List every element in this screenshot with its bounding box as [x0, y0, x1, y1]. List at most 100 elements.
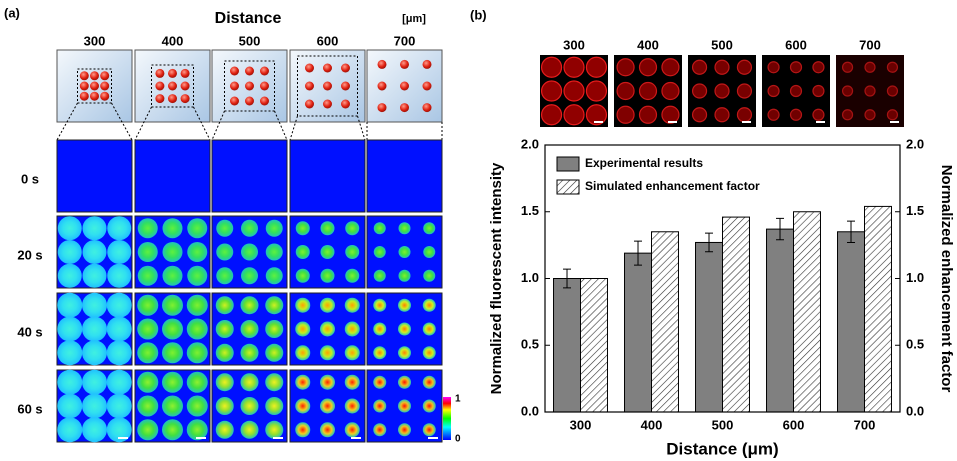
fluor-spot [767, 61, 780, 74]
dot [323, 81, 332, 91]
heat-spot [373, 246, 386, 258]
heat-spot [320, 245, 335, 259]
heat-spot [241, 267, 258, 285]
fluor-spot [691, 59, 708, 75]
dot [422, 81, 432, 91]
heat-spot [373, 423, 387, 437]
x-tick-label: 700 [854, 417, 876, 432]
y-tick-label: 0.5 [521, 337, 539, 352]
heat-spot [320, 374, 335, 390]
legend-label: Experimental results [585, 156, 703, 170]
heat-spot [106, 417, 132, 443]
heat-spot [82, 369, 107, 395]
heat-spot [186, 342, 208, 364]
column-label: 400 [637, 37, 659, 52]
heat-spot [422, 423, 436, 437]
y-tick-label: 2.0 [521, 136, 539, 151]
heat-spot [240, 343, 259, 362]
dot [230, 96, 239, 106]
heatmap [134, 139, 211, 213]
heat-spot [398, 423, 411, 437]
fluor-spot [638, 81, 658, 101]
y2-tick-label: 1.5 [906, 203, 924, 218]
dot [155, 81, 165, 91]
fluor-spot [789, 108, 803, 121]
heat-spot [186, 294, 208, 316]
heat-spot [344, 321, 360, 337]
heat-spot [162, 371, 183, 393]
x-axis-title: Distance (μm) [666, 439, 778, 458]
heat-spot [106, 292, 132, 318]
fluor-spot [886, 109, 899, 121]
fluor-spot [714, 107, 730, 123]
y2-tick-label: 0.5 [906, 337, 924, 352]
dot [305, 63, 314, 73]
dot [341, 99, 350, 109]
plot-frame [544, 144, 901, 413]
dot [245, 66, 254, 76]
dot [400, 103, 409, 113]
heat-spot [137, 395, 159, 417]
fluor-spot [886, 61, 899, 73]
bar [624, 252, 653, 413]
heat-spot [265, 219, 283, 237]
dot [79, 71, 89, 81]
heat-spot [265, 420, 284, 439]
heat-spot [82, 216, 107, 241]
dot [260, 81, 269, 91]
heat-spot [241, 219, 258, 237]
fluor-spot [812, 84, 825, 98]
heat-spot [186, 419, 208, 441]
heat-spot [345, 221, 360, 236]
heat-spot [423, 269, 436, 282]
column-label: 400 [162, 33, 184, 48]
heat-spot [162, 395, 183, 417]
bar [651, 231, 679, 413]
heat-spot [344, 398, 360, 414]
x-tick-label: 600 [783, 417, 805, 432]
dot [260, 96, 269, 106]
row-label: 60 s [17, 401, 42, 416]
fluor-spot [841, 85, 854, 97]
fluor-spot [585, 56, 608, 78]
heat-spot [320, 422, 335, 438]
fluor-spot [661, 81, 680, 101]
heat-spot [373, 269, 386, 282]
heat-spot [187, 242, 208, 262]
heat-spot [82, 393, 107, 419]
dot [422, 103, 432, 113]
x-tick-label: 300 [570, 417, 592, 432]
heat-spot [398, 322, 411, 336]
dot [422, 59, 432, 69]
heat-spot [240, 296, 259, 315]
fluor-spot [841, 61, 854, 73]
heat-spot [215, 296, 234, 315]
heat-spot [320, 321, 335, 337]
heat-spot [57, 292, 83, 318]
column-label: 600 [785, 37, 807, 52]
heat-spot [240, 320, 259, 338]
dot [168, 94, 177, 104]
fluor-spot [714, 83, 730, 99]
fluor-spot [540, 104, 563, 126]
column-label: 600 [317, 33, 339, 48]
y2-tick-label: 2.0 [906, 136, 924, 151]
fluor-spot [616, 81, 635, 101]
heat-spot [215, 420, 234, 439]
heat-spot [215, 320, 234, 338]
heat-spot [215, 343, 234, 362]
legend-swatch [556, 156, 580, 172]
fluor-spot [841, 109, 854, 121]
heat-spot [215, 373, 234, 392]
heat-spot [57, 263, 82, 288]
fluor-spot [661, 105, 680, 124]
heat-spot [398, 222, 411, 235]
fluor-spot [563, 56, 585, 78]
heat-spot [373, 346, 387, 360]
heat-spot [295, 374, 311, 390]
x-tick-label: 400 [641, 417, 663, 432]
bar [793, 211, 821, 413]
fluor-spot [736, 59, 753, 75]
fluor-spot [789, 84, 803, 98]
heat-spot [106, 340, 132, 366]
